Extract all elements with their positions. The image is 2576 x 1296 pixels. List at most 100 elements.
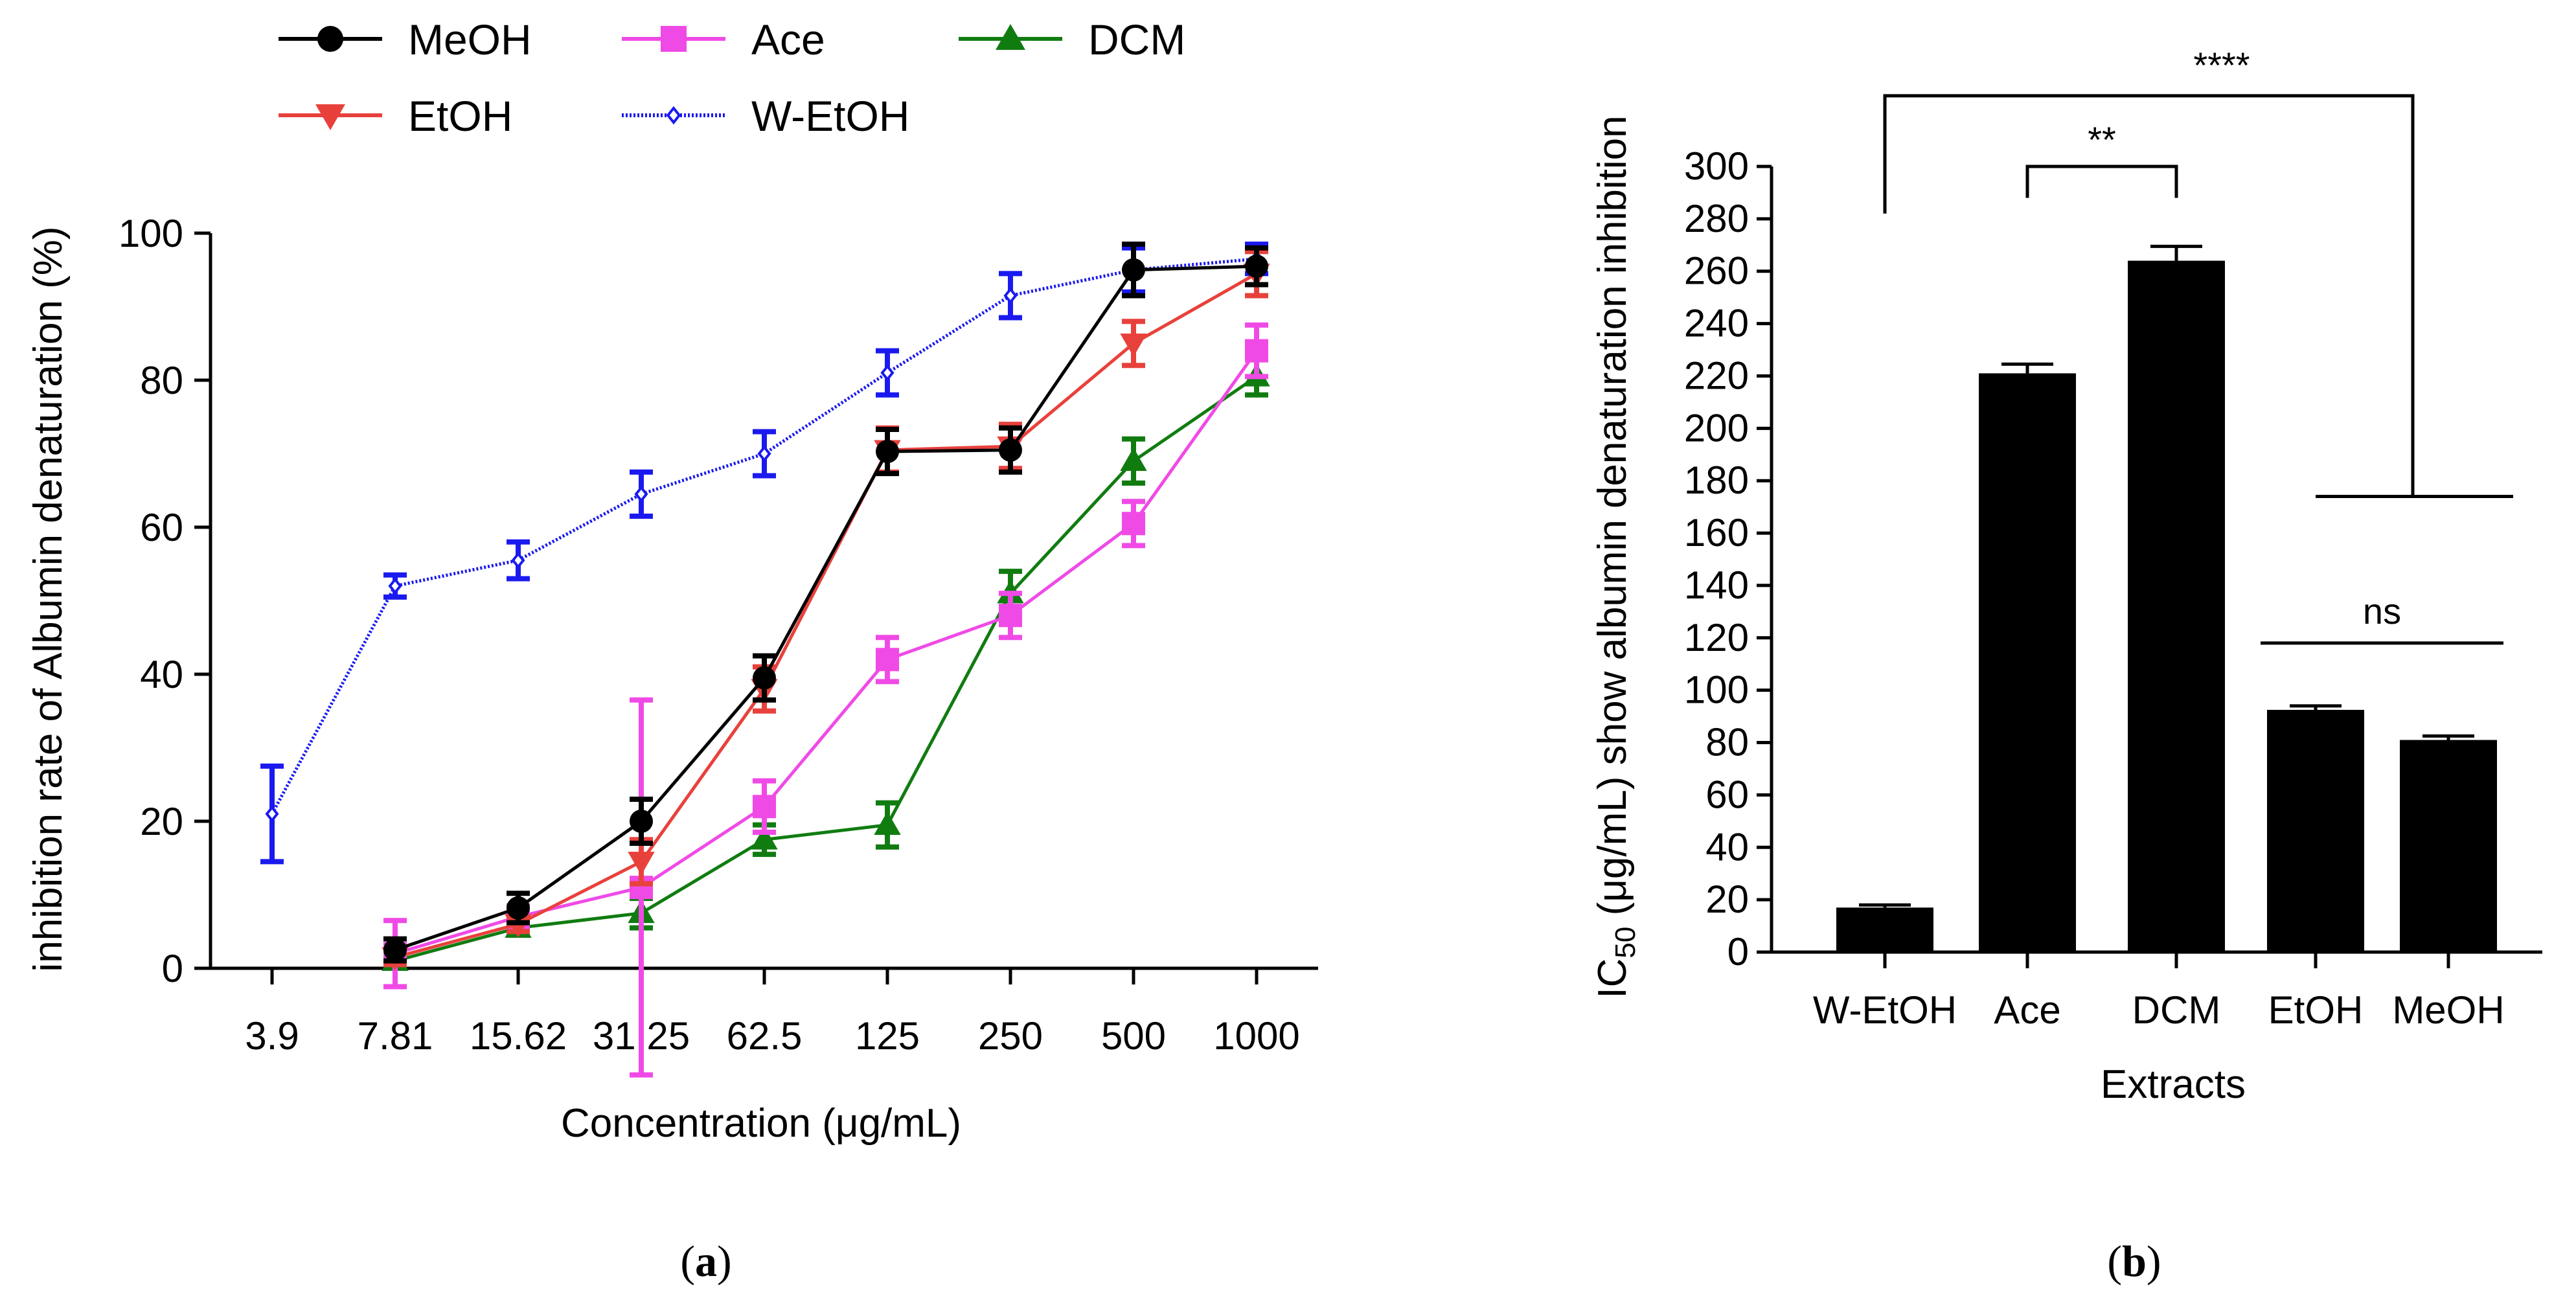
x-tick-label: DCM	[2132, 988, 2221, 1032]
legend-marker	[666, 106, 681, 125]
panel-a-series	[260, 242, 1270, 1078]
legend-label: EtOH	[408, 92, 512, 140]
data-point-meoh	[1245, 255, 1268, 279]
legend-item-meoh: MeOH	[279, 16, 532, 63]
legend-item-etoh: EtOH	[279, 92, 512, 140]
panel-a-label: (a)	[680, 1236, 731, 1286]
y-tick-label: 200	[1684, 406, 1749, 449]
sig-bracket-ace-vs-dcm: **	[2025, 119, 2178, 198]
bar-meoh	[2400, 740, 2497, 952]
panel-b-x-axis-title: Extracts	[2101, 1062, 2246, 1107]
legend-label: DCM	[1088, 16, 1185, 63]
data-point-w-etoh	[265, 805, 279, 823]
y-tick-label: 40	[140, 653, 183, 696]
series-line-w-etoh	[270, 257, 1257, 815]
panel-b-label-open: (	[2107, 1236, 2122, 1286]
panel-a-y-axis-title: inhibition rate of Albumin denaturation …	[26, 226, 71, 972]
data-point-ace	[876, 648, 899, 672]
y-tick-label: 140	[1684, 563, 1749, 607]
panel-a-label-letter: a	[695, 1236, 717, 1286]
data-point-ace	[1122, 512, 1145, 536]
panel-a-legend: MeOH EtOH Ace DCM W-EtOH	[279, 16, 1185, 140]
legend-label: W-EtOH	[751, 92, 909, 140]
bar-group-w-etoh	[1836, 903, 1933, 952]
panel-b-bars	[1836, 244, 2497, 952]
y-tick-label: 240	[1684, 302, 1749, 345]
bar-etoh	[2267, 709, 2364, 952]
series-line-dcm	[394, 375, 1258, 963]
panel-b-y-axis-title-subscript: 50	[1610, 927, 1641, 959]
bar-dcm	[2128, 260, 2225, 952]
data-point-meoh	[630, 810, 653, 833]
series-line-etoh	[394, 272, 1258, 959]
sig-bracket-line	[1883, 94, 2415, 497]
y-tick-label: 80	[1705, 721, 1749, 764]
y-tick-label: 300	[1684, 144, 1749, 188]
y-tick-label: 100	[1684, 668, 1749, 712]
data-point-meoh	[999, 438, 1022, 462]
legend-marker	[661, 26, 687, 52]
x-tick-label: 250	[978, 1014, 1043, 1058]
x-tick-label: 125	[855, 1014, 920, 1058]
x-tick-label: MeOH	[2392, 988, 2504, 1032]
panel-b-y-axis-title-prefix: IC	[1590, 959, 1635, 999]
bar-group-ace	[1979, 362, 2076, 952]
x-tick-label: 500	[1101, 1014, 1166, 1058]
y-tick-label: 220	[1684, 354, 1749, 397]
data-point-w-etoh	[634, 485, 648, 503]
y-tick-label: 60	[140, 506, 183, 549]
data-point-dcm	[1120, 448, 1147, 472]
data-point-etoh	[1120, 333, 1147, 357]
panel-a-y-ticks: 0 20 40 60 80 100	[119, 212, 211, 990]
x-tick-label: Ace	[1994, 988, 2060, 1032]
bar-w-etoh	[1836, 907, 1933, 952]
data-point-etoh	[628, 852, 655, 876]
data-point-dcm	[751, 826, 778, 850]
y-tick-label: 40	[1705, 825, 1749, 869]
bar-ace	[1979, 373, 2076, 952]
x-tick-label: W-EtOH	[1813, 988, 1957, 1032]
panel-b-label: (b)	[2107, 1236, 2161, 1286]
legend-label: MeOH	[408, 16, 532, 63]
data-point-w-etoh	[880, 364, 895, 381]
data-point-meoh	[507, 896, 530, 920]
panel-a-x-ticks: 3.9 7.81 15.62 31.25 62.5 125 250 500 1000	[245, 968, 1300, 1058]
series-dcm	[382, 355, 1270, 971]
legend-label: Ace	[751, 16, 825, 63]
legend-item-w-etoh: W-EtOH	[622, 92, 909, 140]
y-tick-label: 60	[1705, 773, 1749, 816]
sig-label: **	[2088, 119, 2116, 160]
series-etoh	[382, 249, 1270, 971]
y-tick-label: 20	[1705, 878, 1749, 921]
panel-a-line-chart: MeOH EtOH Ace DCM W-EtOH 0 20 40 60 80 100 3.9 7.8…	[26, 16, 1318, 1286]
x-tick-label: 7.81	[358, 1014, 433, 1058]
panel-b-y-axis-title: IC50 (μg/mL) show albumin denaturation i…	[1590, 115, 1641, 998]
panel-b-significance: ******ns	[1883, 45, 2513, 645]
bar-group-meoh	[2400, 734, 2497, 952]
series-meoh	[383, 242, 1268, 964]
panel-b-label-letter: b	[2122, 1236, 2147, 1286]
sig-label: ****	[2193, 45, 2250, 85]
sig-bracket-etoh-vs-meoh: ns	[2261, 591, 2503, 645]
legend-marker	[317, 26, 343, 52]
y-tick-label: 20	[140, 800, 183, 843]
x-tick-label: 62.5	[727, 1014, 803, 1058]
y-tick-label: 80	[140, 359, 183, 402]
legend-marker	[996, 24, 1025, 50]
series-ace	[383, 322, 1268, 1078]
series-line-ace	[394, 350, 1259, 955]
y-tick-label: 100	[119, 212, 183, 255]
y-tick-label: 120	[1684, 616, 1749, 659]
legend-marker	[315, 104, 345, 130]
data-point-meoh	[383, 938, 407, 962]
panel-b-y-ticks: 0 20 40 60 80 100 120 140 160 180 200 220 240 260 280 3…	[1684, 144, 1772, 973]
data-point-w-etoh	[511, 551, 525, 569]
data-point-ace	[1245, 339, 1268, 363]
y-tick-label: 180	[1684, 459, 1749, 502]
data-point-meoh	[1122, 258, 1145, 282]
series-w-etoh	[260, 242, 1268, 865]
y-tick-label: 0	[1727, 930, 1749, 973]
sig-bracket-wetoh-vs-others: ****	[1883, 45, 2513, 498]
legend-item-ace: Ace	[622, 16, 825, 63]
